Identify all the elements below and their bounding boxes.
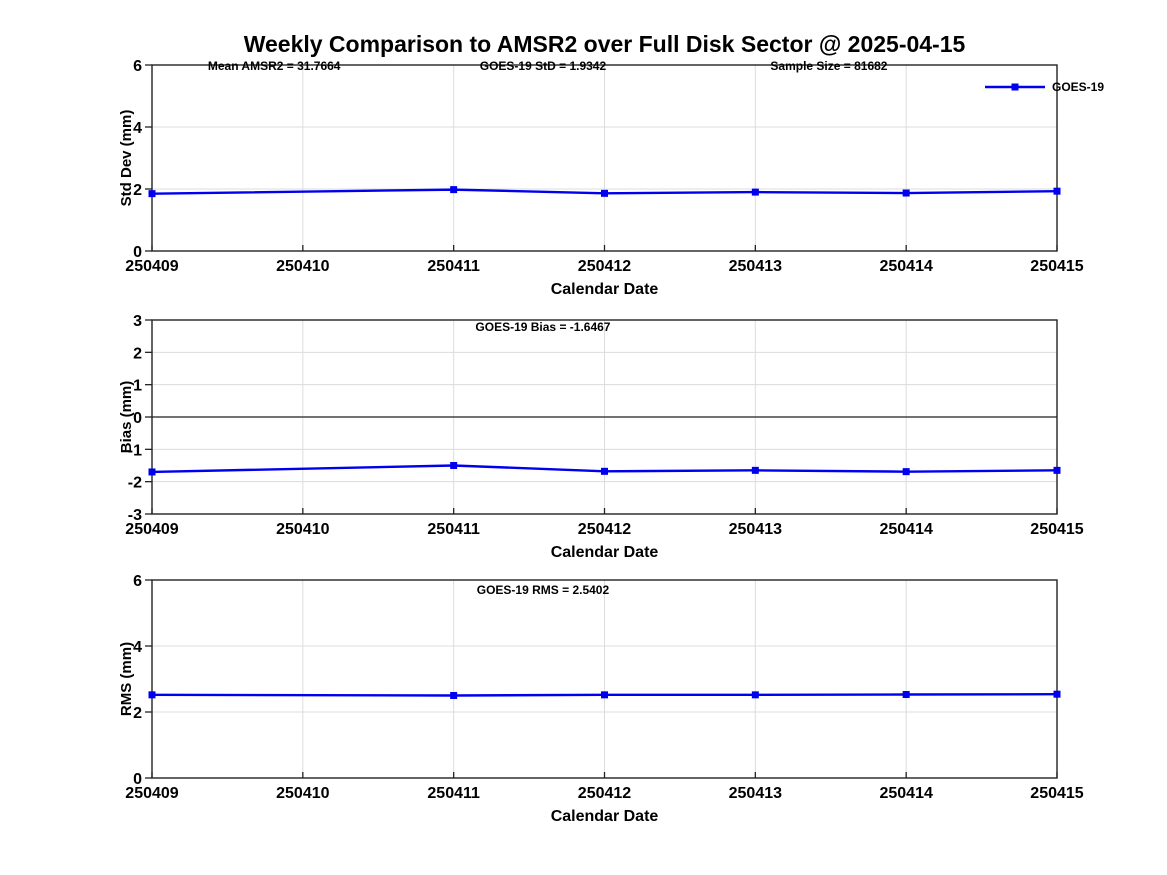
stat-annotation: GOES-19 Bias = -1.6467 xyxy=(475,320,610,334)
y-tick-label: 0 xyxy=(133,244,142,261)
y-tick-label: 1 xyxy=(133,378,142,395)
y-tick-label: 2 xyxy=(133,345,142,362)
x-tick-label: 250414 xyxy=(879,521,932,538)
y-tick-label: 0 xyxy=(133,771,142,788)
x-tick-label: 250411 xyxy=(427,785,480,802)
std-dev-chart-svg: 250409 250410 250411 250412 250413 250414 2504… xyxy=(118,58,1104,298)
y-tick-label: 6 xyxy=(133,58,142,75)
x-tick-label: 250415 xyxy=(1030,258,1083,275)
bias-subplot: 250409 250410 250411 250412 250413 250414 2504… xyxy=(0,310,1167,562)
y-tick-label: 2 xyxy=(133,705,142,722)
x-tick-label: 250413 xyxy=(729,521,782,538)
series-markers xyxy=(148,186,1061,198)
legend: GOES-19 xyxy=(985,80,1104,94)
gridlines xyxy=(152,65,1057,251)
x-tick-label: 250410 xyxy=(276,521,329,538)
x-tick-label: 250409 xyxy=(125,785,178,802)
legend-marker-sample xyxy=(1011,83,1019,91)
y-axis-label: Std Dev (mm) xyxy=(118,110,135,207)
legend-label: GOES-19 xyxy=(1052,80,1104,94)
x-axis-label: Calendar Date xyxy=(551,808,659,825)
x-tick-label: 250412 xyxy=(578,258,631,275)
tick-marks xyxy=(145,319,1058,515)
rms-chart-svg: 250409 250410 250411 250412 250413 250414 2504… xyxy=(118,573,1084,825)
stat-annotation: Sample Size = 81682 xyxy=(770,59,887,73)
y-tick-label: -2 xyxy=(128,475,142,492)
y-tick-label: 4 xyxy=(133,639,142,656)
y-axis-label: RMS (mm) xyxy=(118,642,135,716)
y-tick-label: 4 xyxy=(133,120,142,137)
gridlines xyxy=(152,580,1057,778)
bias-chart-svg: 250409 250410 250411 250412 250413 250414 2504… xyxy=(118,313,1084,561)
x-axis-label: Calendar Date xyxy=(551,281,659,298)
y-axis-label: Bias (mm) xyxy=(118,381,135,454)
y-tick-label: 0 xyxy=(133,410,142,427)
x-tick-label: 250411 xyxy=(427,258,480,275)
series-line xyxy=(151,692,1058,697)
figure-title: Weekly Comparison to AMSR2 over Full Dis… xyxy=(243,31,966,57)
stat-annotation: GOES-19 RMS = 2.5402 xyxy=(477,583,610,597)
y-tick-label: 6 xyxy=(133,573,142,590)
y-tick-label: 3 xyxy=(133,313,142,330)
y-tick-label: 2 xyxy=(133,182,142,199)
x-tick-label: 250412 xyxy=(578,785,631,802)
x-axis-label: Calendar Date xyxy=(551,544,659,561)
stddev-subplot: 250409 250410 250411 250412 250413 250414 2504… xyxy=(0,58,1167,308)
y-tick-label: -1 xyxy=(128,442,142,459)
stat-annotation: GOES-19 StD = 1.9342 xyxy=(480,59,607,73)
x-tick-label: 250411 xyxy=(427,521,480,538)
x-tick-label: 250415 xyxy=(1030,785,1083,802)
y-tick-label: -3 xyxy=(128,507,142,524)
x-tick-label: 250412 xyxy=(578,521,631,538)
tick-marks xyxy=(145,579,1058,779)
x-tick-label: 250414 xyxy=(879,258,932,275)
series-markers xyxy=(148,462,1061,476)
x-tick-label: 250415 xyxy=(1030,521,1083,538)
series-markers xyxy=(148,690,1061,699)
x-tick-label: 250410 xyxy=(276,785,329,802)
series-line xyxy=(151,188,1058,195)
x-tick-label: 250413 xyxy=(729,258,782,275)
x-tick-label: 250410 xyxy=(276,258,329,275)
rms-subplot: 250409 250410 250411 250412 250413 250414 2504… xyxy=(0,572,1167,828)
series-line xyxy=(151,464,1058,474)
tick-marks xyxy=(145,64,1058,252)
stat-annotation: Mean AMSR2 = 31.7664 xyxy=(208,59,341,73)
x-tick-label: 250409 xyxy=(125,258,178,275)
x-tick-label: 250413 xyxy=(729,785,782,802)
x-tick-label: 250409 xyxy=(125,521,178,538)
x-tick-label: 250414 xyxy=(879,785,932,802)
